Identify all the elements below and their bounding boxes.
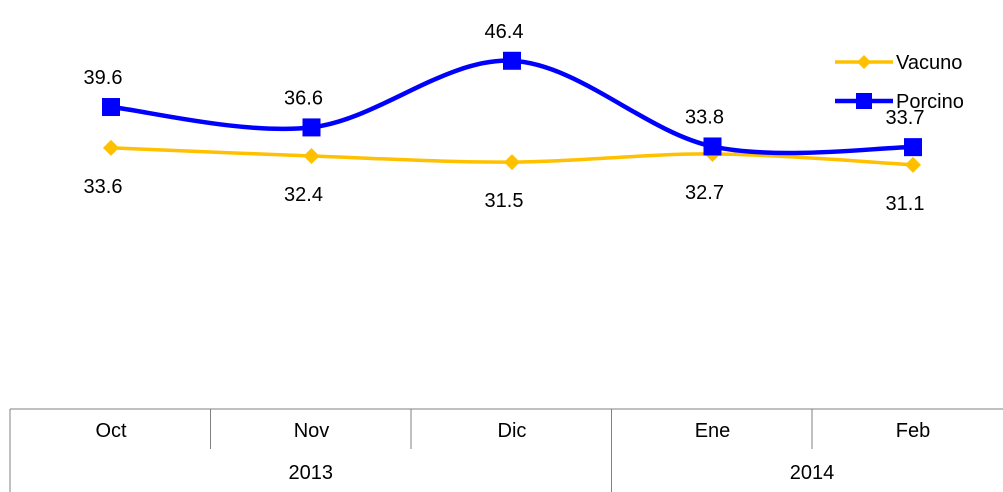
- marker-porcino-4: [904, 138, 922, 157]
- marker-vacuno-1: [303, 147, 320, 164]
- legend-marker-porcino: [856, 93, 872, 109]
- marker-vacuno-0: [103, 139, 119, 156]
- data-label-porcino-2: 46.4: [485, 21, 524, 43]
- year-label-2014: 2014: [790, 462, 835, 484]
- legend-item-vacuno: Vacuno: [835, 52, 962, 74]
- category-label-dic: Dic: [498, 420, 527, 442]
- data-label-vacuno-1: 32.4: [284, 184, 323, 206]
- marker-porcino-1: [302, 118, 321, 137]
- series-layer: 33.6 32.4 31.5 32.7 31.1 39.6 36.6 46.4 33.8 33.7: [84, 21, 925, 215]
- series-porcino: 39.6 36.6 46.4 33.8 33.7: [84, 21, 925, 157]
- data-label-vacuno-0: 33.6: [84, 176, 123, 198]
- legend-label-vacuno: Vacuno: [896, 52, 962, 74]
- data-label-vacuno-4: 31.1: [886, 193, 925, 215]
- category-label-feb: Feb: [896, 420, 930, 442]
- marker-porcino-3: [703, 137, 722, 156]
- marker-porcino-0: [102, 98, 120, 117]
- legend: Vacuno Porcino: [835, 52, 964, 113]
- marker-vacuno-4: [905, 156, 921, 173]
- data-label-porcino-1: 36.6: [284, 87, 323, 109]
- marker-porcino-2: [503, 51, 521, 70]
- category-axis-table: Oct Nov Dic Ene Feb 2013 2014: [9, 408, 1003, 492]
- series-line-porcino: [108, 58, 916, 156]
- data-label-porcino-4: 33.7: [886, 107, 925, 129]
- category-label-oct: Oct: [95, 420, 127, 442]
- marker-vacuno-2: [504, 154, 520, 171]
- data-label-vacuno-2: 31.5: [485, 190, 524, 212]
- series-vacuno: 33.6 32.4 31.5 32.7 31.1: [84, 139, 925, 215]
- category-label-nov: Nov: [294, 420, 330, 442]
- data-label-porcino-3: 33.8: [685, 106, 724, 128]
- legend-item-porcino: Porcino: [835, 91, 964, 113]
- legend-marker-vacuno: [857, 55, 871, 69]
- data-label-porcino-0: 39.6: [84, 67, 123, 89]
- legend-label-porcino: Porcino: [896, 91, 964, 113]
- category-label-ene: Ene: [695, 420, 731, 442]
- year-label-2013: 2013: [289, 462, 334, 484]
- data-label-vacuno-3: 32.7: [685, 182, 724, 204]
